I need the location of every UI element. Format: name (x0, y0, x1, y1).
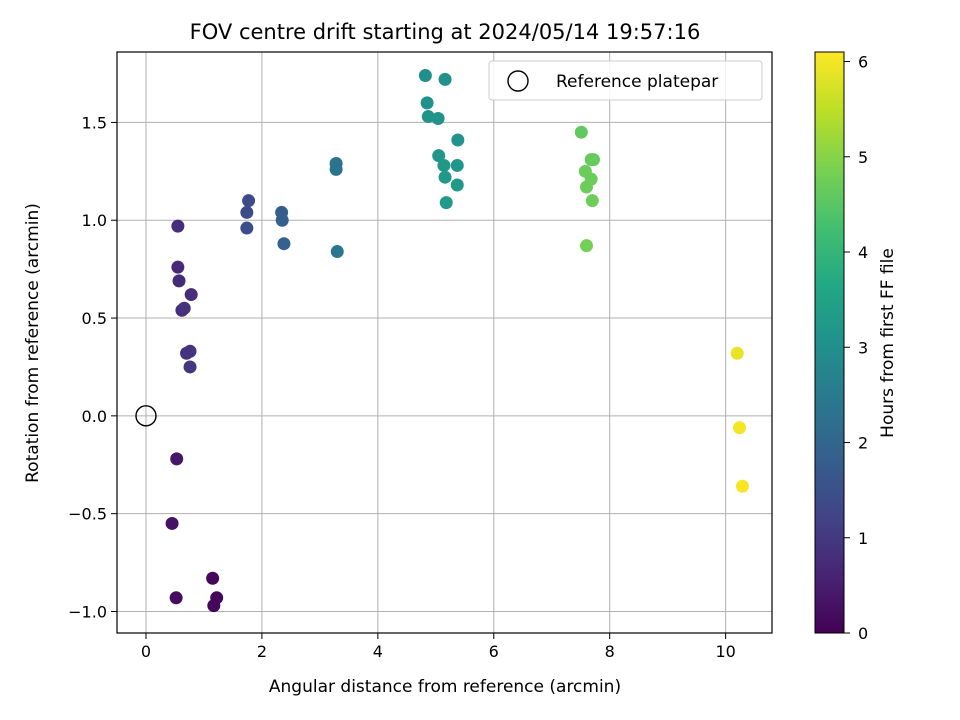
data-point (420, 96, 434, 110)
data-point (206, 571, 220, 585)
data-point (277, 237, 291, 251)
data-points (165, 68, 749, 613)
y-axis-ticks: −1.0 −0.5 0.0 0.5 1.0 1.5 (68, 113, 117, 621)
data-point (240, 205, 254, 219)
data-point (421, 110, 435, 124)
x-tick-label: 6 (489, 642, 499, 661)
data-point (329, 162, 343, 176)
colorbar: 0 1 2 3 4 5 6 Hours from first FF file (814, 51, 898, 643)
data-point (439, 196, 453, 210)
reference-platepar-marker (135, 405, 157, 427)
data-point (171, 219, 185, 233)
data-point (330, 245, 344, 259)
data-point (170, 452, 184, 466)
colorbar-tick-label: 2 (858, 434, 868, 453)
data-point (450, 178, 464, 192)
data-point (431, 112, 445, 126)
reference-point (135, 405, 157, 427)
data-point (210, 591, 224, 605)
data-point (418, 68, 432, 82)
colorbar-tick-label: 0 (858, 624, 868, 643)
colorbar-tick-label: 3 (858, 338, 868, 357)
colorbar-tick-label: 5 (858, 148, 868, 167)
colorbar-tick-label: 6 (858, 53, 868, 72)
x-tick-label: 4 (373, 642, 383, 661)
x-tick-label: 8 (605, 642, 615, 661)
colorbar-tick-label: 4 (858, 243, 868, 262)
data-point (275, 213, 289, 227)
colorbar-gradient (814, 51, 845, 634)
legend-box (488, 60, 763, 101)
y-tick-label: −0.5 (68, 505, 107, 524)
plot-frame (116, 51, 773, 634)
grid (117, 52, 772, 633)
chart-title: FOV centre drift starting at 2024/05/14 … (190, 20, 701, 44)
y-tick-label: 0.5 (82, 309, 107, 328)
data-point (730, 346, 744, 360)
x-tick-label: 0 (141, 642, 151, 661)
data-point (438, 72, 452, 86)
y-tick-label: 1.5 (82, 113, 107, 132)
data-point (586, 153, 600, 167)
data-point (171, 260, 185, 274)
x-axis-ticks: 0 2 4 6 8 10 (141, 633, 736, 661)
data-point (172, 274, 186, 288)
data-point (438, 170, 452, 184)
data-point (183, 344, 197, 358)
colorbar-label: Hours from first FF file (878, 248, 898, 438)
y-tick-label: 0.0 (82, 407, 107, 426)
data-point (450, 158, 464, 172)
data-point (240, 221, 254, 235)
data-point (165, 516, 179, 530)
data-point (184, 288, 198, 302)
legend: Reference platepar (488, 60, 763, 101)
legend-marker (507, 70, 529, 92)
data-point (437, 158, 451, 172)
data-point (242, 194, 256, 208)
data-point (451, 133, 465, 147)
colorbar-ticks: 0 1 2 3 4 5 6 (844, 53, 868, 643)
data-point (574, 125, 588, 139)
data-point (580, 180, 594, 194)
x-tick-label: 10 (715, 642, 735, 661)
data-point (735, 479, 749, 493)
y-tick-label: 1.0 (82, 211, 107, 230)
data-point (183, 360, 197, 374)
y-tick-label: −1.0 (68, 602, 107, 621)
data-point (169, 591, 183, 605)
x-axis-label: Angular distance from reference (arcmin) (269, 677, 621, 697)
legend-label: Reference platepar (556, 72, 718, 92)
data-point (585, 194, 599, 208)
data-point (432, 149, 446, 163)
x-tick-label: 2 (257, 642, 267, 661)
colorbar-tick-label: 1 (858, 529, 868, 548)
data-point (177, 301, 191, 315)
data-point (580, 239, 594, 253)
data-point (733, 421, 747, 435)
y-axis-label: Rotation from reference (arcmin) (23, 203, 43, 483)
